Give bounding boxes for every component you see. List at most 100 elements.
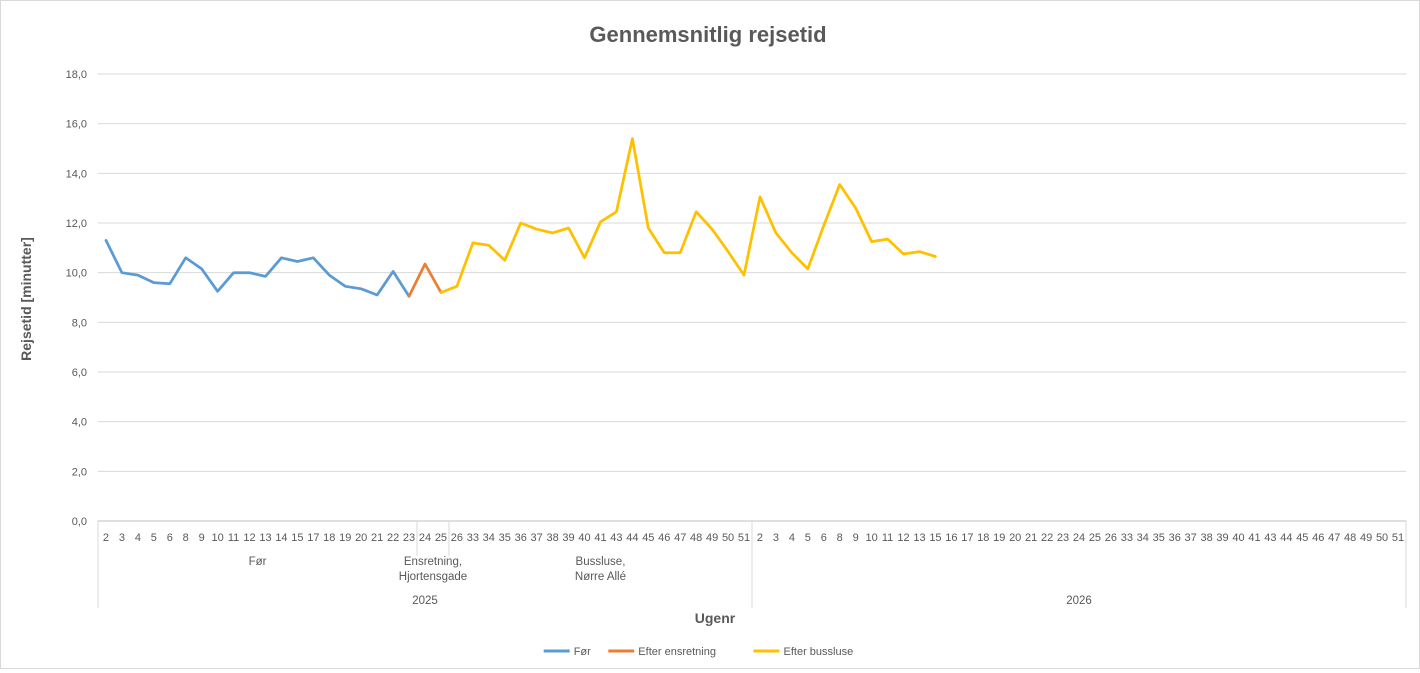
x-tick-label: 47 <box>674 532 686 544</box>
x-tick-label: 15 <box>291 532 303 544</box>
x-tick-label: 49 <box>706 532 718 544</box>
x-tick-label: 41 <box>594 532 606 544</box>
x-tick-label: 44 <box>1280 532 1292 544</box>
x-tick-label: 50 <box>1376 532 1388 544</box>
x-tick-label: 45 <box>1296 532 1308 544</box>
x-tick-label: 26 <box>1105 532 1117 544</box>
x-tick-label: 36 <box>515 532 527 544</box>
x-tick-label: 26 <box>451 532 463 544</box>
phase-group-label: Nørre Allé <box>575 571 626 583</box>
x-tick-label: 21 <box>1025 532 1037 544</box>
x-tick-label: 45 <box>642 532 654 544</box>
x-tick-label: 17 <box>961 532 973 544</box>
legend-label: Efter ensretning <box>638 646 716 658</box>
x-tick-label: 47 <box>1328 532 1340 544</box>
y-tick-label: 4,0 <box>72 417 87 429</box>
y-axis-title: Rejsetid [minutter] <box>18 237 34 361</box>
x-tick-label: 13 <box>259 532 271 544</box>
x-tick-label: 8 <box>837 532 843 544</box>
x-tick-label: 15 <box>929 532 941 544</box>
x-tick-label: 21 <box>371 532 383 544</box>
x-tick-label: 6 <box>821 532 827 544</box>
y-tick-label: 18,0 <box>66 69 87 81</box>
x-tick-label: 11 <box>228 532 239 544</box>
x-tick-label: 33 <box>1121 532 1133 544</box>
x-tick-label: 14 <box>275 532 287 544</box>
y-tick-label: 2,0 <box>72 466 87 478</box>
x-tick-label: 12 <box>243 532 255 544</box>
x-tick-label: 49 <box>1360 532 1372 544</box>
x-tick-label: 2 <box>757 532 763 544</box>
x-tick-label: 40 <box>1232 532 1244 544</box>
x-tick-label: 20 <box>355 532 367 544</box>
y-tick-label: 8,0 <box>72 317 87 329</box>
x-tick-label: 23 <box>403 532 415 544</box>
y-tick-label: 16,0 <box>66 119 87 131</box>
x-tick-label: 39 <box>562 532 574 544</box>
x-tick-label: 34 <box>1137 532 1149 544</box>
x-tick-label: 40 <box>578 532 590 544</box>
x-tick-label: 34 <box>483 532 495 544</box>
y-tick-label: 14,0 <box>66 168 87 180</box>
x-tick-label: 18 <box>977 532 989 544</box>
x-tick-label: 4 <box>135 532 141 544</box>
x-tick-label: 2 <box>103 532 109 544</box>
legend-label: Før <box>574 646 591 658</box>
x-tick-label: 48 <box>1344 532 1356 544</box>
x-tick-label: 19 <box>339 532 351 544</box>
x-tick-label: 3 <box>773 532 779 544</box>
x-tick-label: 35 <box>1153 532 1165 544</box>
series-line <box>104 239 411 298</box>
series-line <box>439 137 937 294</box>
x-tick-label: 24 <box>419 532 431 544</box>
phase-group-label: Bussluse, <box>576 556 626 568</box>
x-tick-label: 46 <box>1312 532 1324 544</box>
x-tick-label: 19 <box>993 532 1005 544</box>
series-layer <box>104 137 937 298</box>
x-tick-label: 9 <box>199 532 205 544</box>
x-axis: 2 3 4 5 6 8 9 10 11 12 13 14 15 17 18 19 20 21 22 23 24 25 26 3… <box>97 521 1407 608</box>
x-tick-label: 11 <box>882 532 893 544</box>
x-tick-label: 9 <box>853 532 859 544</box>
x-tick-label: 22 <box>387 532 399 544</box>
x-tick-label: 36 <box>1169 532 1181 544</box>
y-tick-label: 12,0 <box>66 218 87 230</box>
x-tick-label: 39 <box>1216 532 1228 544</box>
y-tick-label: 6,0 <box>72 367 87 379</box>
x-tick-label: 5 <box>151 532 157 544</box>
x-tick-label: 8 <box>183 532 189 544</box>
x-tick-label: 38 <box>546 532 558 544</box>
x-tick-label: 12 <box>897 532 909 544</box>
x-tick-label: 20 <box>1009 532 1021 544</box>
x-tick-label: 22 <box>1041 532 1053 544</box>
x-tick-label: 50 <box>722 532 734 544</box>
series-line <box>407 262 443 298</box>
legend: Før Efter ensretning Efter bussluse <box>543 646 854 658</box>
phase-group-label: Hjortensgade <box>399 571 467 583</box>
x-tick-label: 16 <box>945 532 957 544</box>
x-tick-label: 10 <box>212 532 224 544</box>
x-tick-label: 41 <box>1248 532 1260 544</box>
x-tick-label: 6 <box>167 532 173 544</box>
x-tick-label: 35 <box>499 532 511 544</box>
x-tick-label: 24 <box>1073 532 1085 544</box>
x-tick-label: 51 <box>1392 532 1404 544</box>
x-tick-label: 46 <box>658 532 670 544</box>
x-tick-label: 48 <box>690 532 702 544</box>
x-tick-label: 23 <box>1057 532 1069 544</box>
year-group-label: 2026 <box>1066 595 1092 607</box>
y-axis-ticks: 0,0 2,0 4,0 6,0 8,0 10,0 12,0 14,0 16,0 18,0 <box>66 69 87 528</box>
phase-group-label: Ensretning, <box>404 556 462 568</box>
x-tick-label: 37 <box>531 532 543 544</box>
x-tick-label: 3 <box>119 532 125 544</box>
x-tick-label: 44 <box>626 532 638 544</box>
chart-title: Gennemsnitlig rejsetid <box>589 22 826 47</box>
x-tick-label: 25 <box>435 532 447 544</box>
x-tick-label: 13 <box>913 532 925 544</box>
legend-label: Efter bussluse <box>784 646 854 658</box>
grid-layer <box>98 73 1406 522</box>
x-tick-label: 43 <box>610 532 622 544</box>
x-tick-label: 33 <box>467 532 479 544</box>
y-tick-label: 0,0 <box>72 516 87 528</box>
